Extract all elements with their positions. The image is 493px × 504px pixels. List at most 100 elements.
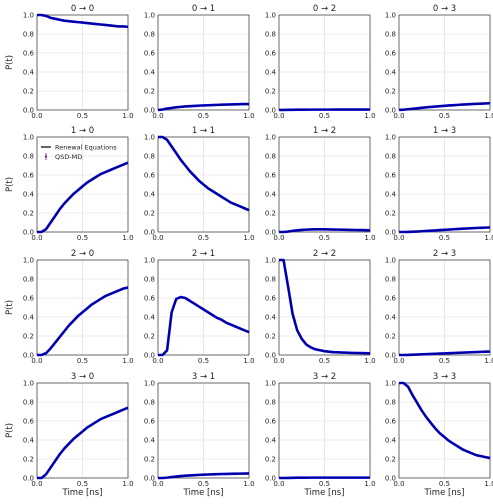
y-tick-label: 0.6 xyxy=(23,50,35,58)
subplot-0-3: 0 → 3 0.0 0.2 0.4 0.6 0.8 1.0 0.0 0.5 1.0 xyxy=(385,4,493,120)
y-tick-label: 0.2 xyxy=(385,333,396,341)
y-tick-label: 1.0 xyxy=(385,380,396,388)
y-tick-label: 0.2 xyxy=(265,210,276,218)
subplot-3-3: 3 → 3 0.0 0.2 0.4 0.6 0.8 1.0 0.0 0.5 1.0 xyxy=(385,372,493,488)
y-tick-label: 1.0 xyxy=(144,257,155,265)
subplot-0-2: 0 → 2 0.0 0.2 0.4 0.6 0.8 1.0 0.0 0.5 1.0 xyxy=(265,4,376,120)
y-tick-label: 1.0 xyxy=(265,134,276,142)
x-tick-label: 0.5 xyxy=(77,357,88,365)
y-tick-label: 0.0 xyxy=(265,107,276,115)
y-tick-label: 0.0 xyxy=(144,352,155,360)
x-tick-label: 0.0 xyxy=(393,480,404,488)
x-tick-label: 0.5 xyxy=(439,234,450,242)
axes-frame xyxy=(157,14,250,111)
subplot-1-3: 1 → 3 0.0 0.2 0.4 0.6 0.8 1.0 0.0 0.5 1.0 xyxy=(385,126,493,242)
x-tick-label: 0.0 xyxy=(31,112,42,120)
y-tick-label: 0.2 xyxy=(23,210,34,218)
x-tick-label: 1.0 xyxy=(243,480,254,488)
series-renewal-line xyxy=(399,351,491,356)
y-tick-label: 0.0 xyxy=(144,475,155,483)
y-tick-label: 0.8 xyxy=(265,276,276,284)
panel-title: 3 → 2 xyxy=(313,372,336,382)
y-tick-label: 0.4 xyxy=(144,437,156,445)
x-tick-label: 0.0 xyxy=(152,357,163,365)
y-tick-label: 0.4 xyxy=(265,69,277,77)
x-tick-label: 1.0 xyxy=(122,234,133,242)
axes-frame xyxy=(36,14,129,111)
panel-title: 1 → 3 xyxy=(433,126,456,136)
axes-frame xyxy=(398,259,491,356)
x-tick-label: 0.0 xyxy=(393,357,404,365)
y-tick-label: 0.2 xyxy=(385,210,396,218)
subplot-2-0: 2 → 0 0.0 0.2 0.4 0.6 0.8 1.0 0.0 0.5 1.0 xyxy=(23,249,134,365)
panel-title: 0 → 3 xyxy=(433,4,456,14)
y-tick-label: 0.4 xyxy=(265,437,277,445)
panel-title: 0 → 0 xyxy=(71,4,94,14)
panel-title: 2 → 0 xyxy=(71,249,94,259)
subplot-3-1: 3 → 1 0.0 0.2 0.4 0.6 0.8 1.0 0.0 0.5 1.0 xyxy=(144,372,255,488)
y-tick-label: 0.6 xyxy=(144,172,156,180)
y-tick-label: 1.0 xyxy=(23,380,34,388)
panel-title: 2 → 1 xyxy=(192,249,215,259)
y-tick-label: 1.0 xyxy=(144,380,155,388)
y-tick-label: 1.0 xyxy=(385,12,396,20)
x-tick-label: 0.0 xyxy=(273,357,284,365)
x-tick-label: 0.0 xyxy=(273,480,284,488)
panel-title: 0 → 1 xyxy=(192,4,215,14)
y-tick-label: 0.0 xyxy=(144,229,155,237)
x-tick-label: 0.5 xyxy=(77,112,88,120)
x-tick-label: 0.5 xyxy=(198,234,209,242)
series-renewal-line xyxy=(399,227,491,233)
subplot-2-1: 2 → 1 0.0 0.2 0.4 0.6 0.8 1.0 0.0 0.5 1.0 xyxy=(144,249,255,365)
series-renewal-line xyxy=(37,162,129,233)
y-tick-label: 0.2 xyxy=(265,456,276,464)
y-tick-label: 0.2 xyxy=(23,88,34,96)
y-axis-label: P(t) xyxy=(5,177,15,192)
y-tick-label: 0.6 xyxy=(144,295,156,303)
y-tick-label: 0.2 xyxy=(144,88,155,96)
subplot-1-2: 1 → 2 0.0 0.2 0.4 0.6 0.8 1.0 0.0 0.5 1.0 xyxy=(265,126,376,242)
x-tick-label: 0.0 xyxy=(393,112,404,120)
series-renewal-line xyxy=(399,382,491,459)
x-tick-label: 0.5 xyxy=(77,234,88,242)
y-tick-label: 1.0 xyxy=(385,134,396,142)
x-tick-label: 0.0 xyxy=(31,234,42,242)
y-tick-label: 0.2 xyxy=(265,88,276,96)
x-tick-label: 1.0 xyxy=(243,234,254,242)
subplot-1-0: 1 → 0 0.0 0.2 0.4 0.6 0.8 1.0 0.0 0.5 1.0 xyxy=(23,126,134,242)
y-tick-label: 0.4 xyxy=(144,69,156,77)
x-axis-label: Time [ns] xyxy=(62,488,103,498)
y-tick-label: 0.2 xyxy=(144,333,155,341)
y-tick-label: 0.8 xyxy=(144,31,155,39)
legend-label-qsd-md: QSD-MD xyxy=(55,153,82,161)
y-tick-label: 0.8 xyxy=(23,31,34,39)
y-tick-label: 0.8 xyxy=(144,399,155,407)
x-tick-label: 0.0 xyxy=(393,234,404,242)
x-tick-label: 0.5 xyxy=(198,357,209,365)
x-tick-label: 0.0 xyxy=(31,480,42,488)
axes-frame xyxy=(398,14,491,111)
panel-title: 3 → 3 xyxy=(433,372,456,382)
y-tick-label: 0.0 xyxy=(144,107,155,115)
y-tick-label: 0.8 xyxy=(23,399,34,407)
y-axis-label: P(t) xyxy=(5,300,15,315)
x-tick-label: 0.0 xyxy=(31,357,42,365)
x-tick-label: 0.5 xyxy=(319,357,330,365)
x-tick-label: 1.0 xyxy=(243,357,254,365)
x-tick-label: 0.0 xyxy=(152,234,163,242)
x-tick-label: 1.0 xyxy=(122,480,133,488)
y-tick-label: 0.0 xyxy=(265,352,276,360)
x-tick-label: 0.5 xyxy=(198,480,209,488)
legend-label-renewal: Renewal Equations xyxy=(55,144,117,152)
y-tick-label: 0.4 xyxy=(265,314,277,322)
x-tick-label: 0.0 xyxy=(273,112,284,120)
panel-title: 1 → 1 xyxy=(192,126,215,136)
y-tick-label: 0.4 xyxy=(385,314,397,322)
y-tick-label: 0.6 xyxy=(144,50,156,58)
series-renewal-line xyxy=(158,136,250,211)
x-tick-label: 1.0 xyxy=(122,112,133,120)
y-tick-label: 0.4 xyxy=(23,191,35,199)
panel-title: 2 → 2 xyxy=(313,249,336,259)
axes-frame xyxy=(398,382,491,479)
